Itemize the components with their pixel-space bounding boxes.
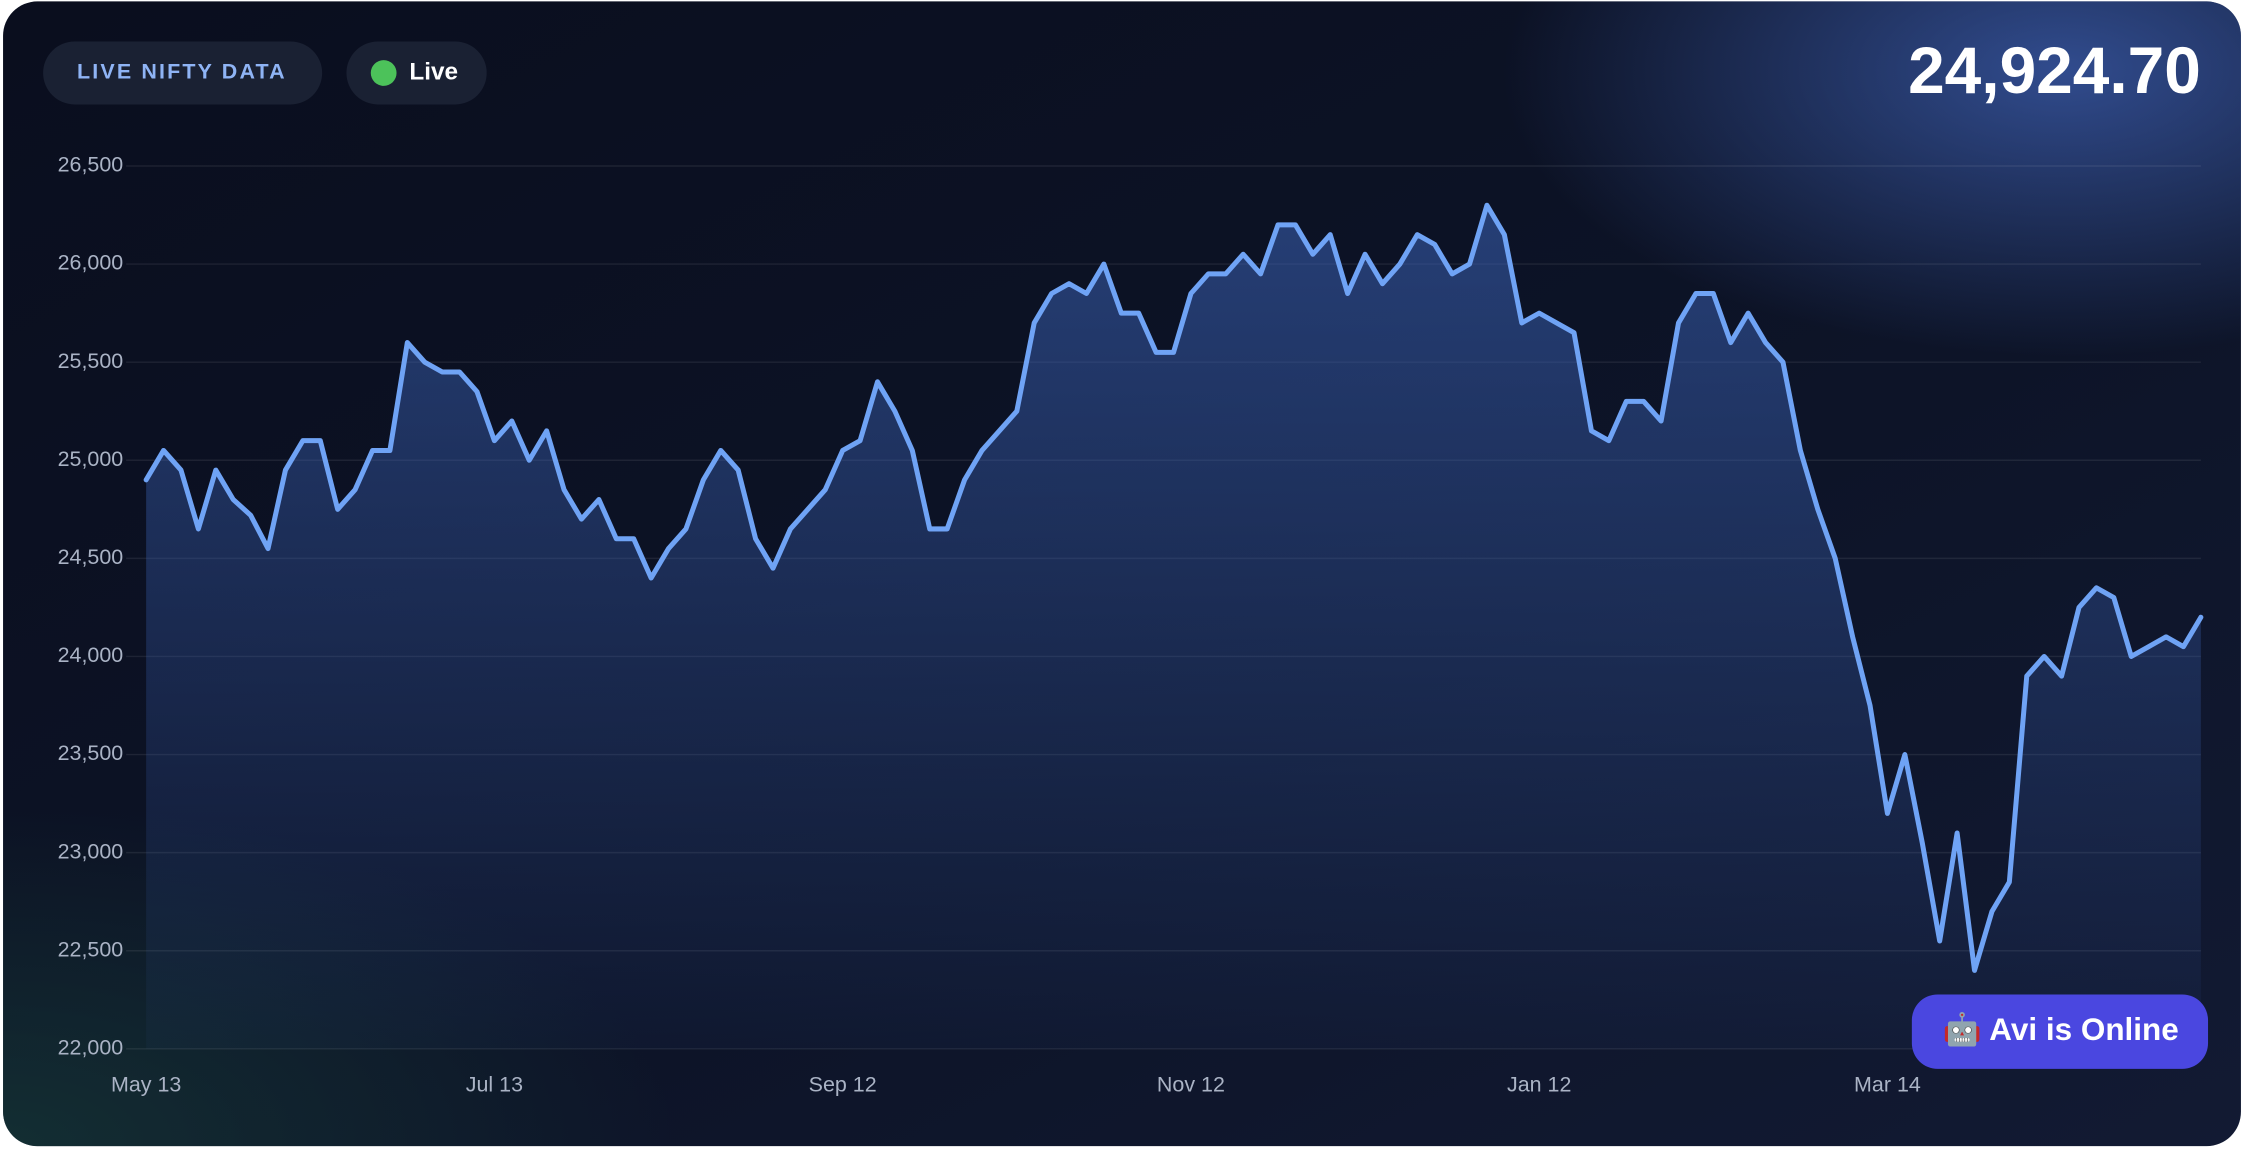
- x-tick-label: Mar 14: [1854, 1073, 1921, 1097]
- y-tick-label: 24,000: [58, 643, 124, 667]
- status-dot: [370, 60, 397, 86]
- x-tick-label: Jul 13: [466, 1073, 523, 1097]
- y-tick-label: 22,000: [58, 1036, 124, 1060]
- y-tick-label: 26,500: [58, 153, 124, 177]
- status-pill: [346, 41, 487, 105]
- badge: [43, 41, 323, 105]
- chat-button[interactable]: 🤖 Avi is Online: [1911, 994, 2209, 1069]
- x-tick-label: Nov 12: [1157, 1073, 1225, 1097]
- y-tick-label: 25,000: [58, 447, 124, 471]
- status-text: Live: [409, 58, 458, 85]
- y-tick-label: 23,000: [58, 839, 124, 863]
- price: 24,924.70: [1908, 33, 2201, 107]
- plot: 22,000 22,500 23,000 23,500 24,000 24,500 25,0…: [58, 153, 2204, 1097]
- y-tick-label: 24,500: [58, 545, 124, 569]
- y-tick-label: 25,500: [58, 349, 124, 373]
- line: [143, 202, 2204, 973]
- badge-text: LIVE NIFTY DATA: [77, 60, 287, 84]
- y-tick-label: 26,000: [58, 251, 124, 275]
- x-tick-label: Jan 12: [1507, 1073, 1571, 1097]
- chat-button-bg[interactable]: [1911, 994, 2209, 1069]
- chat-button-text[interactable]: 🤖 Avi is Online: [1943, 1011, 2179, 1047]
- x-tick-label: Sep 12: [809, 1073, 877, 1097]
- y-tick-label: 23,500: [58, 741, 124, 765]
- y-tick-label: 22,500: [58, 937, 124, 961]
- area: [146, 205, 2201, 1049]
- x-tick-label: May 13: [111, 1073, 181, 1097]
